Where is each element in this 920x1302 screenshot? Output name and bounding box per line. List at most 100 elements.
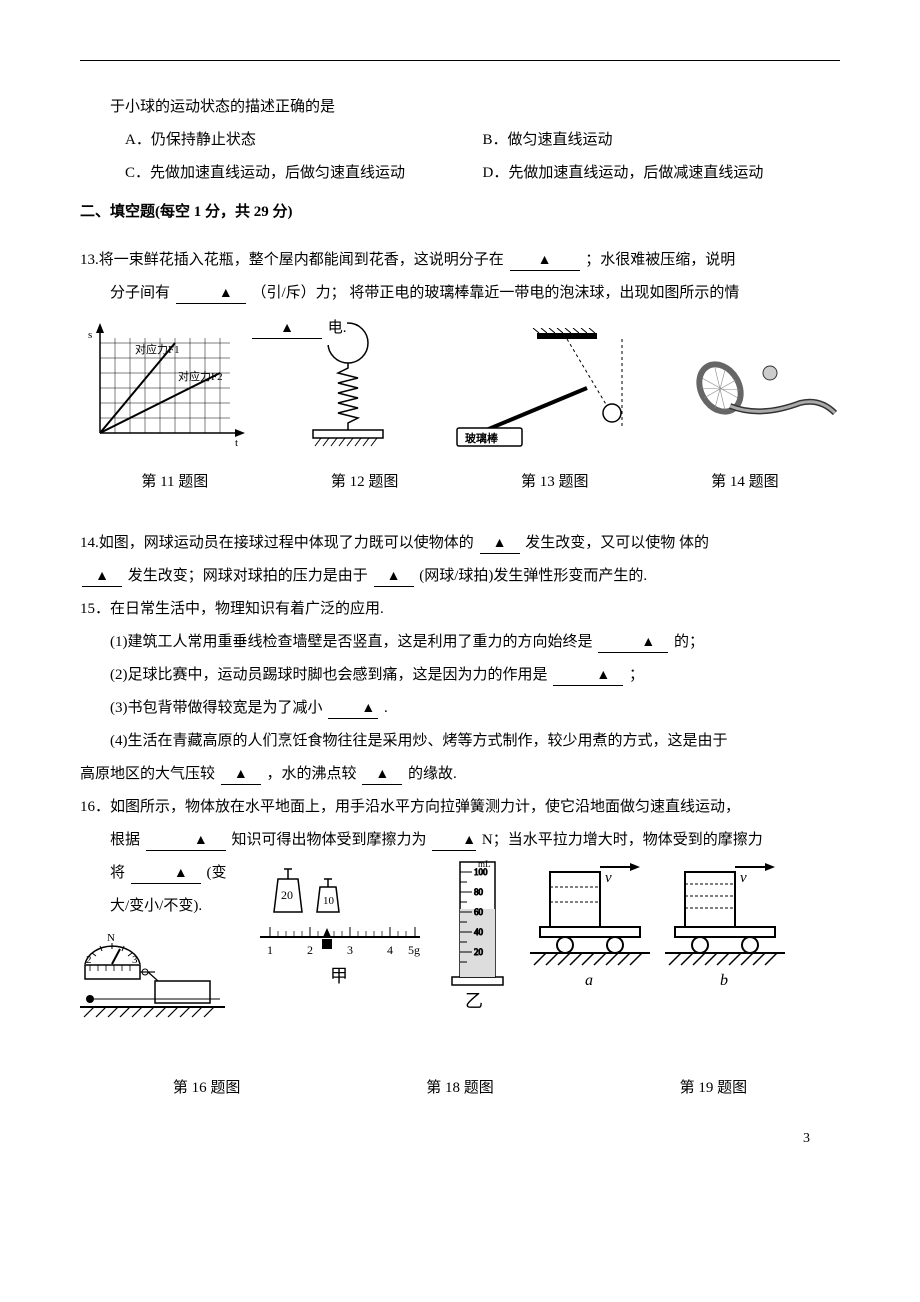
- page-number: 3: [803, 1124, 810, 1155]
- svg-text:3: 3: [132, 954, 138, 966]
- svg-text:甲: 甲: [330, 966, 348, 986]
- blank-mark: ▲: [596, 668, 610, 683]
- q15-2b: ；: [629, 667, 644, 683]
- svg-text:1: 1: [267, 943, 273, 957]
- q15-2a: (2)足球比赛中，运动员踢球时脚也会感到痛，这是因为力的作用是: [110, 667, 548, 683]
- section-2-heading: 二、填空题(每空 1 分，共 29 分): [80, 196, 840, 229]
- blank-mark: ▲: [280, 321, 294, 336]
- blank-mark: ▲: [234, 767, 248, 782]
- q16-c: 将 ▲ (变: [80, 857, 230, 890]
- blank-mark: ▲: [174, 866, 188, 881]
- blank: ▲: [131, 864, 201, 884]
- svg-text:20: 20: [474, 947, 484, 957]
- fig-14: [690, 358, 840, 448]
- caption-13: 第 13 题图: [521, 466, 589, 499]
- q15-4bc: 的缘故.: [408, 766, 457, 782]
- blank-mark: ▲: [641, 635, 655, 650]
- svg-text:5g: 5g: [408, 943, 420, 957]
- blank-mark: ▲: [493, 536, 507, 551]
- choice-b: B．做匀速直线运动: [483, 124, 841, 157]
- fig-11: ▲ 电.: [80, 318, 250, 448]
- q16-b1: 根据: [110, 832, 140, 848]
- q16-c3: 大/变小/不变).: [80, 890, 230, 923]
- blank: ▲: [252, 319, 322, 339]
- q16-a: 16．如图所示，物体放在水平地面上，用手沿水平方向拉弹簧测力计，使它沿地面做匀速…: [80, 791, 840, 824]
- svg-text:20: 20: [281, 888, 293, 902]
- q16-left: 将 ▲ (变 大/变小/不变). N 2 3: [80, 857, 230, 1042]
- q16-b2: 知识可得出物体受到摩擦力为: [232, 832, 427, 848]
- svg-text:3: 3: [347, 943, 353, 957]
- choice-a: A．仍保持静止状态: [125, 124, 483, 157]
- blank-mark: ▲: [462, 833, 476, 848]
- q13-text-a: 13.将一束鲜花插入花瓶，整个屋内都能闻到花香，这说明分子在: [80, 252, 504, 268]
- svg-text:10: 10: [323, 895, 335, 907]
- svg-text:b: b: [720, 972, 728, 989]
- svg-text:60: 60: [474, 907, 484, 917]
- fig11-svg: s t 对应力F1 对应力F2: [80, 318, 250, 448]
- figure-caption-row-1: 第 11 题图 第 12 题图 第 13 题图 第 14 题图: [80, 466, 840, 499]
- q14: 14.如图，网球运动员在接球过程中体现了力既可以使物体的 ▲ 发生改变，又可以使…: [80, 527, 840, 560]
- caption-19: 第 19 题图: [680, 1072, 748, 1105]
- choice-c: C．先做加速直线运动，后做匀速直线运动: [125, 157, 483, 190]
- blank-mark: ▲: [194, 833, 208, 848]
- q13-text-b: ；水很难被压缩，说明: [585, 252, 735, 268]
- blank-mark: ▲: [95, 569, 109, 584]
- q15-head: 15．在日常生活中，物理知识有着广泛的应用.: [80, 593, 840, 626]
- q16-row: 将 ▲ (变 大/变小/不变). N 2 3: [80, 857, 840, 1042]
- q16-b3: N；当水平拉力增大时，物体受到的摩擦力: [482, 832, 763, 848]
- q16-c2: (变: [207, 865, 227, 881]
- fig16-svg: N 2 3: [80, 929, 230, 1029]
- q13-text-d: （引/斥）力； 将带正电的玻璃棒靠近一带电的泡沫球，出现如图所示的情: [252, 285, 740, 301]
- q13-text-c: 分子间有: [110, 285, 170, 301]
- q15-2: (2)足球比赛中，运动员踢球时脚也会感到痛，这是因为力的作用是 ▲ ；: [80, 659, 840, 692]
- fig19-svg: v a: [530, 857, 790, 1007]
- fig-13: 玻璃棒: [447, 328, 647, 448]
- svg-text:v: v: [605, 870, 612, 886]
- blank: ▲: [480, 534, 520, 554]
- q16-c1: 将: [110, 865, 125, 881]
- caption-12: 第 12 题图: [331, 466, 399, 499]
- q14-b: 发生改变，又可以使物 体的: [525, 535, 709, 551]
- q13-text-f: 电.: [328, 320, 347, 336]
- caption-16: 第 16 题图: [173, 1072, 241, 1105]
- q14-a: 14.如图，网球运动员在接球过程中体现了力既可以使物体的: [80, 535, 474, 551]
- q15-4: (4)生活在青藏高原的人们烹饪食物往往是采用炒、烤等方式制作，较少用煮的方式，这…: [80, 725, 840, 758]
- q13: 13.将一束鲜花插入花瓶，整个屋内都能闻到花香，这说明分子在 ▲ ；水很难被压缩…: [80, 244, 840, 277]
- svg-text:对应力F2: 对应力F2: [178, 369, 223, 383]
- blank: ▲: [598, 633, 668, 653]
- fig-18: 20 10 1 2 3: [250, 857, 510, 1017]
- caption-11: 第 11 题图: [141, 466, 208, 499]
- blank: ▲: [146, 831, 226, 851]
- svg-text:N: N: [107, 932, 115, 944]
- q13-line3: ▲ 电.: [250, 312, 347, 345]
- q12-choices: A．仍保持静止状态 B．做匀速直线运动 C．先做加速直线运动，后做匀速直线运动 …: [80, 124, 840, 190]
- fig18-svg: 20 10 1 2 3: [250, 857, 510, 1017]
- blank-mark: ▲: [361, 701, 375, 716]
- svg-text:乙: 乙: [465, 991, 483, 1011]
- q13-line2: 分子间有 ▲ （引/斥）力； 将带正电的玻璃棒靠近一带电的泡沫球，出现如图所示的…: [80, 277, 840, 310]
- blank: ▲: [374, 567, 414, 587]
- q15-1: (1)建筑工人常用重垂线检查墙壁是否竖直，这是利用了重力的方向始终是 ▲ 的；: [80, 626, 840, 659]
- blank: ▲: [362, 765, 402, 785]
- blank-mark: ▲: [375, 767, 389, 782]
- blank: ▲: [510, 251, 580, 271]
- choice-d: D．先做加速直线运动，后做减速直线运动: [483, 157, 841, 190]
- svg-text:玻璃棒: 玻璃棒: [465, 431, 499, 445]
- svg-text:t: t: [235, 437, 238, 448]
- q12-stem-cont: 于小球的运动状态的描述正确的是: [80, 91, 840, 124]
- svg-text:80: 80: [474, 887, 484, 897]
- blank-mark: ▲: [387, 569, 401, 584]
- svg-text:v: v: [740, 870, 747, 886]
- figure-row-1: ▲ 电.: [80, 318, 840, 448]
- top-rule: [80, 60, 840, 61]
- blank-mark: ▲: [219, 286, 233, 301]
- caption-18: 第 18 题图: [426, 1072, 494, 1105]
- figure-caption-row-2: 第 16 题图 第 18 题图 第 19 题图: [80, 1072, 840, 1105]
- q14-c: 发生改变；网球对球拍的压力是由于: [128, 568, 368, 584]
- q15-3b: .: [384, 700, 388, 716]
- q15-1a: (1)建筑工人常用重垂线检查墙壁是否竖直，这是利用了重力的方向始终是: [110, 634, 593, 650]
- svg-text:对应力F1: 对应力F1: [135, 342, 180, 356]
- q15-4ba: 高原地区的大气压较: [80, 766, 215, 782]
- fig13-svg: 玻璃棒: [447, 328, 647, 448]
- svg-text:mL: mL: [478, 859, 491, 869]
